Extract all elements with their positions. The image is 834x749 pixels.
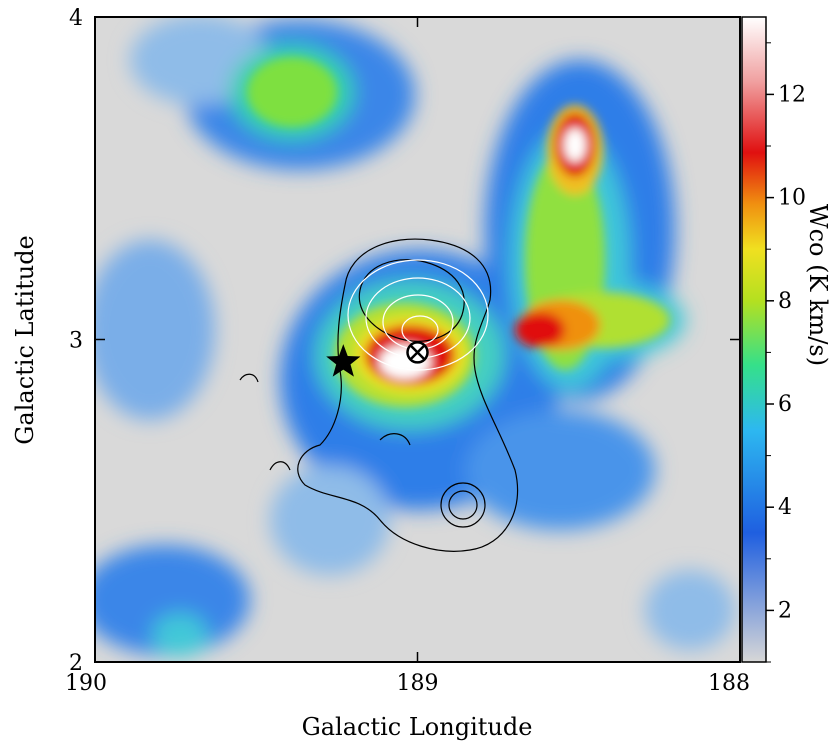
colorbar-tick-label: 10 <box>778 186 806 211</box>
colorbar <box>741 16 767 663</box>
colorbar-tick-label: 12 <box>778 82 806 107</box>
y-axis: 2 3 4 <box>69 6 740 676</box>
heatmap-image <box>95 17 740 662</box>
x-axis: 190 189 188 <box>65 17 750 696</box>
y-tick-label: 2 <box>69 651 83 676</box>
x-tick-label: 189 <box>397 671 439 696</box>
colorbar-tick-label: 2 <box>778 598 792 623</box>
colorbar-title: Wco (K km/s) <box>804 204 832 366</box>
y-axis-title: Galactic Latitude <box>11 235 39 445</box>
colorbar-tick-label: 8 <box>778 289 792 314</box>
x-tick-label: 188 <box>708 671 750 696</box>
colorbar-ticks: 2 4 6 8 10 12 <box>766 42 806 663</box>
y-tick-label: 4 <box>69 6 83 31</box>
circled-x-marker <box>406 341 429 364</box>
markers <box>326 341 429 377</box>
y-tick-label: 3 <box>69 329 83 354</box>
contour-lines-black <box>239 238 519 552</box>
colorbar-tick-label: 4 <box>778 495 792 520</box>
x-tick-label: 190 <box>65 671 107 696</box>
colorbar-tick-label: 6 <box>778 392 792 417</box>
star-marker <box>326 344 361 377</box>
circled-x-stroke <box>410 345 425 360</box>
x-axis-title: Galactic Longitude <box>302 713 533 741</box>
